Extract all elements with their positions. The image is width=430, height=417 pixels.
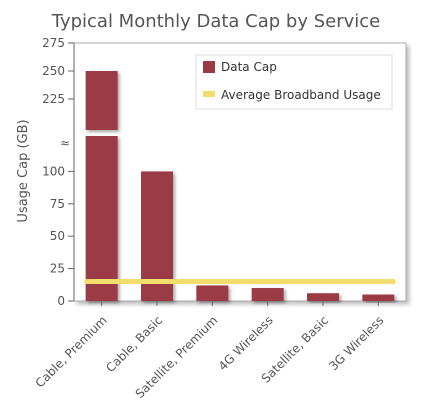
bar: [196, 285, 229, 301]
y-tick-label: 275: [42, 36, 65, 50]
legend-label-average-usage: Average Broadband Usage: [221, 88, 381, 102]
bar: [251, 288, 284, 301]
y-tick-label: 75: [50, 197, 65, 211]
y-tick-label: 0: [57, 294, 65, 308]
x-tick-label: 3G Wireless: [326, 313, 386, 373]
y-tick-label: 100: [42, 164, 65, 178]
bar: [307, 293, 339, 301]
y-tick-label: 250: [42, 64, 65, 78]
legend-box: [195, 54, 393, 110]
bar: [362, 294, 395, 301]
legend-label-data-cap: Data Cap: [221, 60, 277, 74]
x-tick-label: Cable, Basic: [103, 313, 165, 375]
y-tick-label: 25: [50, 262, 65, 276]
bar: [85, 136, 118, 301]
axis-break-symbol: ≈: [60, 136, 70, 150]
x-tick-label: Cable, Premium: [33, 313, 110, 390]
legend-swatch-data-cap: [203, 61, 215, 73]
legend-swatch-average-usage: [203, 91, 215, 97]
y-tick-label: 225: [42, 92, 65, 106]
x-tick-label: 4G Wireless: [216, 313, 276, 373]
bar: [85, 71, 118, 130]
chart-title: Typical Monthly Data Cap by Service: [51, 11, 380, 32]
y-tick-label: 50: [50, 229, 65, 243]
y-axis-title: Usage Cap (GB): [16, 119, 31, 222]
